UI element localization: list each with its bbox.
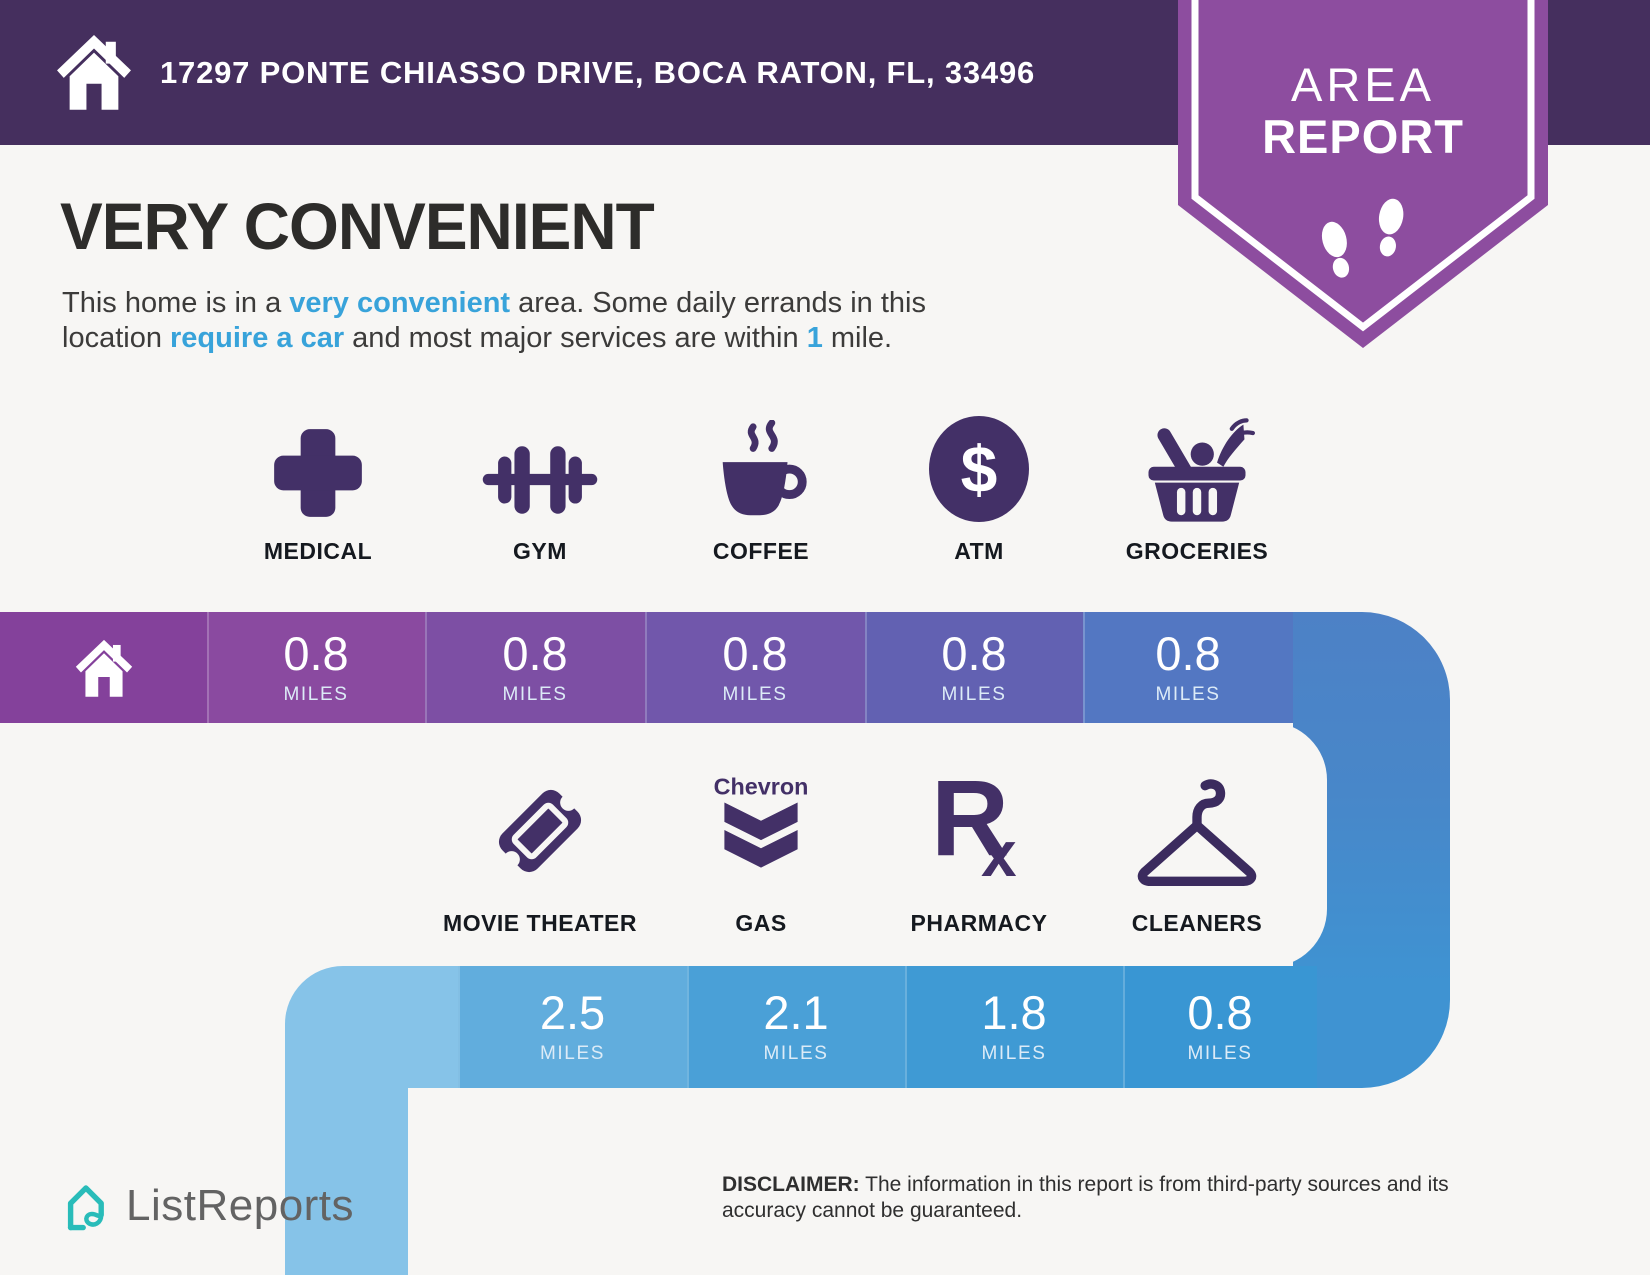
distance-unit: MILES	[539, 1043, 606, 1064]
grocery-basket-icon	[1139, 408, 1255, 524]
amenity-label: MEDICAL	[263, 538, 373, 564]
summary-highlight: 1	[806, 322, 823, 354]
summary-seg: mile.	[822, 322, 893, 354]
distance-value: 0.8	[722, 626, 788, 680]
amenity-movie-theater: MOVIE THEATER	[425, 752, 655, 937]
listreports-house-icon	[67, 1185, 104, 1231]
home-icon	[57, 35, 131, 110]
amenity-atm: $ ATM	[869, 415, 1089, 565]
amenity-pharmacy: R x PHARMACY	[864, 752, 1094, 937]
distance-unit: MILES	[1187, 1043, 1253, 1064]
amenity-label: COFFEE	[712, 538, 810, 564]
summary-seg: This home is in a	[62, 287, 290, 319]
distance-cell-gym: 0.8 MILES	[425, 612, 645, 723]
distance-cell-medical: 0.8 MILES	[207, 612, 425, 723]
band-wrap-left-column	[285, 1087, 408, 1275]
distance-unit: MILES	[283, 683, 349, 705]
hanger-icon	[1127, 756, 1267, 896]
area-report-badge: AREA REPORT	[1178, 0, 1548, 348]
amenity-gas: Chevron GAS	[646, 752, 876, 937]
amenity-label: ATM	[954, 538, 1004, 564]
brand-name: ListReports	[126, 1181, 355, 1230]
dollar-symbol: $	[961, 432, 998, 506]
property-address: 17297 PONTE CHIASSO DRIVE, BOCA RATON, F…	[160, 54, 1036, 90]
amenity-label: MOVIE THEATER	[443, 910, 637, 936]
amenity-medical: MEDICAL	[208, 415, 428, 565]
amenity-gym: GYM	[430, 415, 650, 565]
disclaimer: DISCLAIMER: The information in this repo…	[722, 1172, 1567, 1224]
distance-unit: MILES	[722, 683, 788, 705]
distance-cell-atm: 0.8 MILES	[865, 612, 1083, 723]
movie-ticket-icon	[475, 756, 605, 896]
distance-unit: MILES	[763, 1043, 829, 1064]
distance-cell-gas: 2.1 MILES	[687, 966, 905, 1088]
listreports-logo: ListReports	[58, 1178, 354, 1234]
amenity-groceries: GROCERIES	[1087, 415, 1307, 565]
summary-seg: location	[62, 322, 171, 354]
medical-cross-icon	[267, 412, 369, 524]
dollar-circle-icon: $	[926, 412, 1032, 524]
badge-line1: AREA	[1291, 58, 1435, 111]
amenity-coffee: COFFEE	[651, 415, 871, 565]
summary-text: This home is in a very convenient area. …	[62, 286, 1137, 356]
amenity-label: GYM	[513, 538, 567, 564]
distance-cell-movie-theater: 2.5 MILES	[458, 966, 687, 1088]
distance-value: 0.8	[941, 626, 1007, 680]
home-icon	[75, 639, 132, 697]
summary-seg: area. Some daily errands in this	[510, 287, 926, 319]
disclaimer-label: DISCLAIMER:	[722, 1173, 860, 1196]
chevron-gas-icon: Chevron	[700, 756, 822, 896]
rx-letter-x: x	[981, 818, 1017, 890]
distance-unit: MILES	[1155, 683, 1221, 705]
amenity-cleaners: CLEANERS	[1082, 752, 1312, 937]
distance-value: 0.8	[502, 626, 568, 680]
summary-highlight: very convenient	[289, 287, 511, 319]
footprints-icon	[1321, 198, 1404, 278]
band2-leader-cell	[285, 966, 458, 1088]
dumbbell-icon	[474, 416, 606, 524]
distance-value: 0.8	[1187, 986, 1253, 1039]
amenity-label: CLEANERS	[1131, 910, 1263, 936]
rx-letter-r: R	[931, 757, 1009, 878]
distance-value: 0.8	[283, 626, 349, 680]
chevron-wordmark: Chevron	[714, 773, 809, 799]
amenity-label: GAS	[735, 910, 787, 936]
summary-seg: and most major services are within	[344, 322, 807, 354]
amenity-label: GROCERIES	[1125, 538, 1269, 564]
home-cell	[0, 612, 207, 723]
disclaimer-line2: accuracy cannot be guaranteed.	[722, 1199, 1023, 1222]
distance-value: 0.8	[1155, 626, 1221, 680]
disclaimer-line1: The information in this report is from t…	[859, 1173, 1449, 1196]
coffee-cup-icon	[707, 412, 815, 524]
distance-cell-groceries: 0.8 MILES	[1083, 612, 1293, 723]
distance-band-1: 0.8 MILES 0.8 MILES 0.8 MILES 0.8 MILES …	[0, 612, 1293, 723]
summary-highlight: require a car	[170, 322, 345, 354]
distance-value: 2.1	[763, 986, 829, 1039]
distance-cell-coffee: 0.8 MILES	[645, 612, 865, 723]
rx-icon: R x	[919, 756, 1039, 896]
amenity-label: PHARMACY	[910, 910, 1048, 936]
distance-value: 1.8	[981, 986, 1047, 1039]
page-title: VERY CONVENIENT	[60, 189, 655, 263]
distance-value: 2.5	[539, 986, 606, 1039]
distance-cell-pharmacy: 1.8 MILES	[905, 966, 1123, 1088]
distance-unit: MILES	[941, 683, 1007, 705]
distance-unit: MILES	[981, 1043, 1047, 1064]
distance-unit: MILES	[502, 683, 568, 705]
distance-band-2: 2.5 MILES 2.1 MILES 1.8 MILES 0.8 MILES	[285, 966, 1317, 1088]
white-notch	[0, 722, 1327, 967]
inner-corner-mask	[408, 1088, 472, 1152]
distance-cell-cleaners: 0.8 MILES	[1123, 966, 1317, 1088]
badge-line2: REPORT	[1262, 110, 1464, 163]
